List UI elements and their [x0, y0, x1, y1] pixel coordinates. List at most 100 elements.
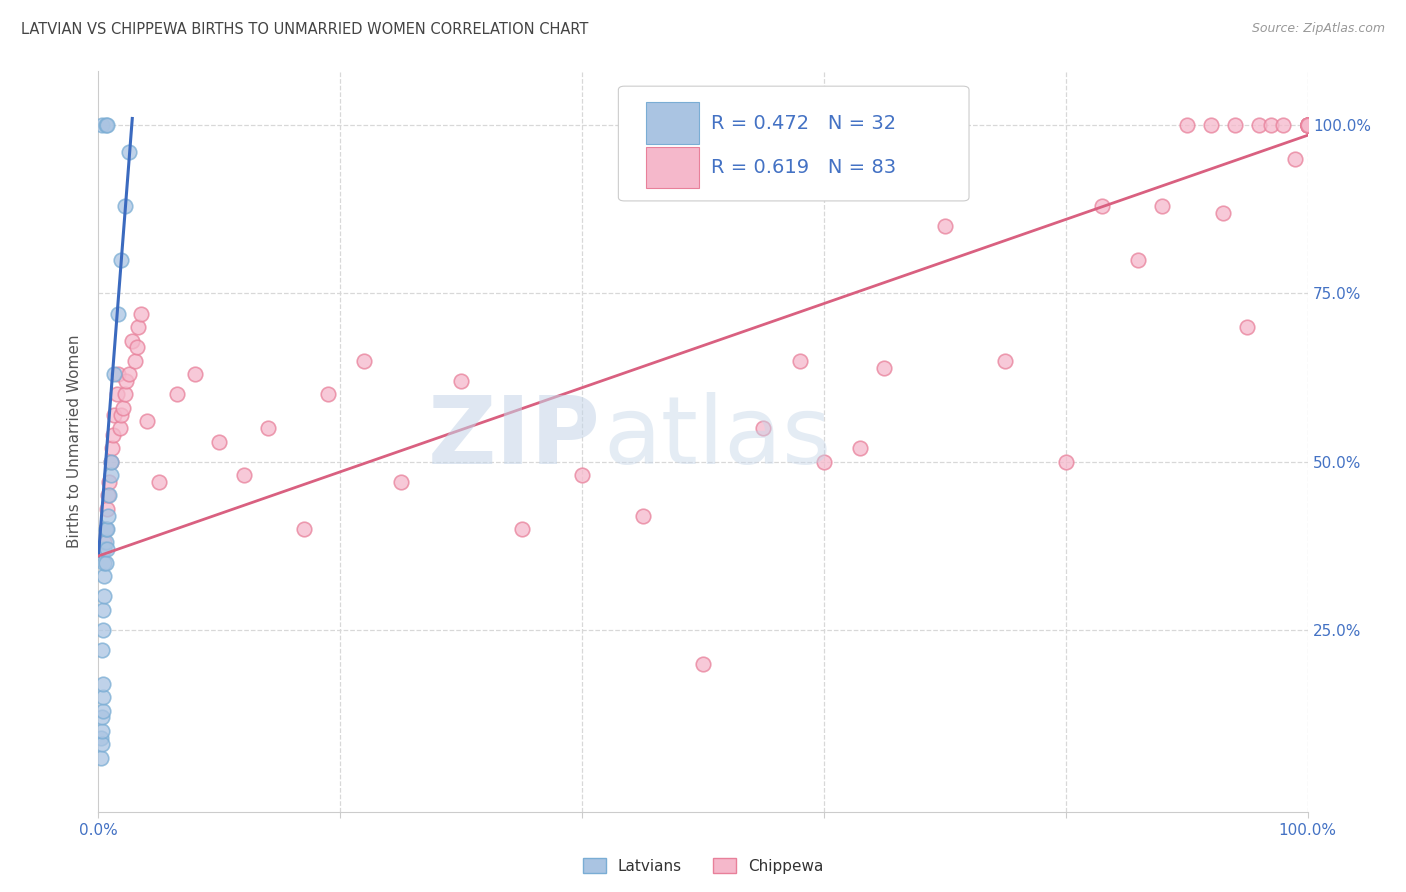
Point [1249, 118, 1271, 132]
Point [91, 118, 114, 132]
Point [1091, 199, 1114, 213]
Point [849, 442, 872, 456]
Text: R = 0.472   N = 32: R = 0.472 N = 32 [711, 113, 897, 133]
Point [1296, 118, 1319, 132]
Point [97, 508, 120, 523]
Point [100, 468, 122, 483]
Point [127, 340, 149, 354]
Point [91, 690, 114, 705]
Point [752, 421, 775, 435]
Point [98, 488, 121, 502]
Point [1128, 252, 1150, 267]
Point [91, 710, 114, 724]
Point [1296, 118, 1319, 132]
Point [121, 334, 143, 348]
Point [353, 353, 375, 368]
Point [107, 368, 129, 382]
Point [103, 408, 125, 422]
Text: ZIP: ZIP [427, 392, 600, 483]
Text: LATVIAN VS CHIPPEWA BIRTHS TO UNMARRIED WOMEN CORRELATION CHART: LATVIAN VS CHIPPEWA BIRTHS TO UNMARRIED … [21, 22, 589, 37]
Point [450, 374, 472, 388]
Text: R = 0.619   N = 83: R = 0.619 N = 83 [711, 158, 897, 178]
Point [118, 145, 141, 160]
Point [1175, 118, 1198, 132]
Point [91, 643, 114, 657]
Point [129, 307, 152, 321]
Point [111, 401, 134, 415]
Point [91, 623, 114, 637]
Point [1296, 118, 1319, 132]
Point [1296, 118, 1319, 132]
Point [1199, 118, 1222, 132]
Point [96, 501, 118, 516]
Point [94, 556, 117, 570]
Legend: Latvians, Chippewa: Latvians, Chippewa [576, 852, 830, 880]
Point [510, 522, 533, 536]
Text: Source: ZipAtlas.com: Source: ZipAtlas.com [1251, 22, 1385, 36]
Point [114, 199, 136, 213]
Point [110, 408, 132, 422]
Point [91, 704, 114, 718]
Point [100, 455, 122, 469]
Point [1296, 118, 1319, 132]
Point [692, 657, 714, 671]
Point [1260, 118, 1282, 132]
Point [98, 475, 121, 489]
Point [232, 468, 254, 483]
Point [97, 488, 120, 502]
FancyBboxPatch shape [647, 147, 699, 188]
Point [96, 118, 118, 132]
Point [1212, 205, 1234, 219]
Point [1236, 320, 1258, 334]
Point [96, 522, 118, 536]
Point [1296, 118, 1319, 132]
Point [1296, 118, 1319, 132]
Point [571, 468, 593, 483]
Point [91, 738, 114, 752]
Point [135, 414, 157, 428]
Point [1296, 118, 1319, 132]
Text: atlas: atlas [603, 392, 832, 483]
Point [93, 590, 115, 604]
Point [127, 320, 149, 334]
Point [94, 118, 117, 132]
Point [101, 427, 124, 442]
Point [1296, 118, 1319, 132]
Point [1296, 118, 1319, 132]
Point [124, 353, 146, 368]
Point [1296, 118, 1319, 132]
Point [94, 535, 117, 549]
Point [208, 434, 231, 449]
Point [184, 368, 207, 382]
FancyBboxPatch shape [647, 103, 699, 144]
Point [1152, 199, 1174, 213]
Point [934, 219, 956, 234]
Point [1296, 118, 1319, 132]
Point [1223, 118, 1246, 132]
Point [115, 374, 138, 388]
Point [292, 522, 315, 536]
Point [1296, 118, 1319, 132]
Point [91, 723, 114, 738]
Point [1296, 118, 1319, 132]
Point [110, 252, 132, 267]
Point [105, 387, 128, 401]
Point [118, 368, 141, 382]
Point [96, 542, 118, 557]
Point [1054, 455, 1077, 469]
Point [108, 421, 131, 435]
Point [1296, 118, 1319, 132]
Point [994, 353, 1017, 368]
Point [94, 522, 117, 536]
Point [90, 751, 112, 765]
Point [100, 442, 122, 456]
Point [90, 731, 112, 745]
Point [316, 387, 339, 401]
Point [148, 475, 170, 489]
Point [166, 387, 188, 401]
Point [789, 353, 811, 368]
Point [94, 522, 117, 536]
Point [389, 475, 412, 489]
Point [93, 556, 115, 570]
Point [107, 307, 129, 321]
